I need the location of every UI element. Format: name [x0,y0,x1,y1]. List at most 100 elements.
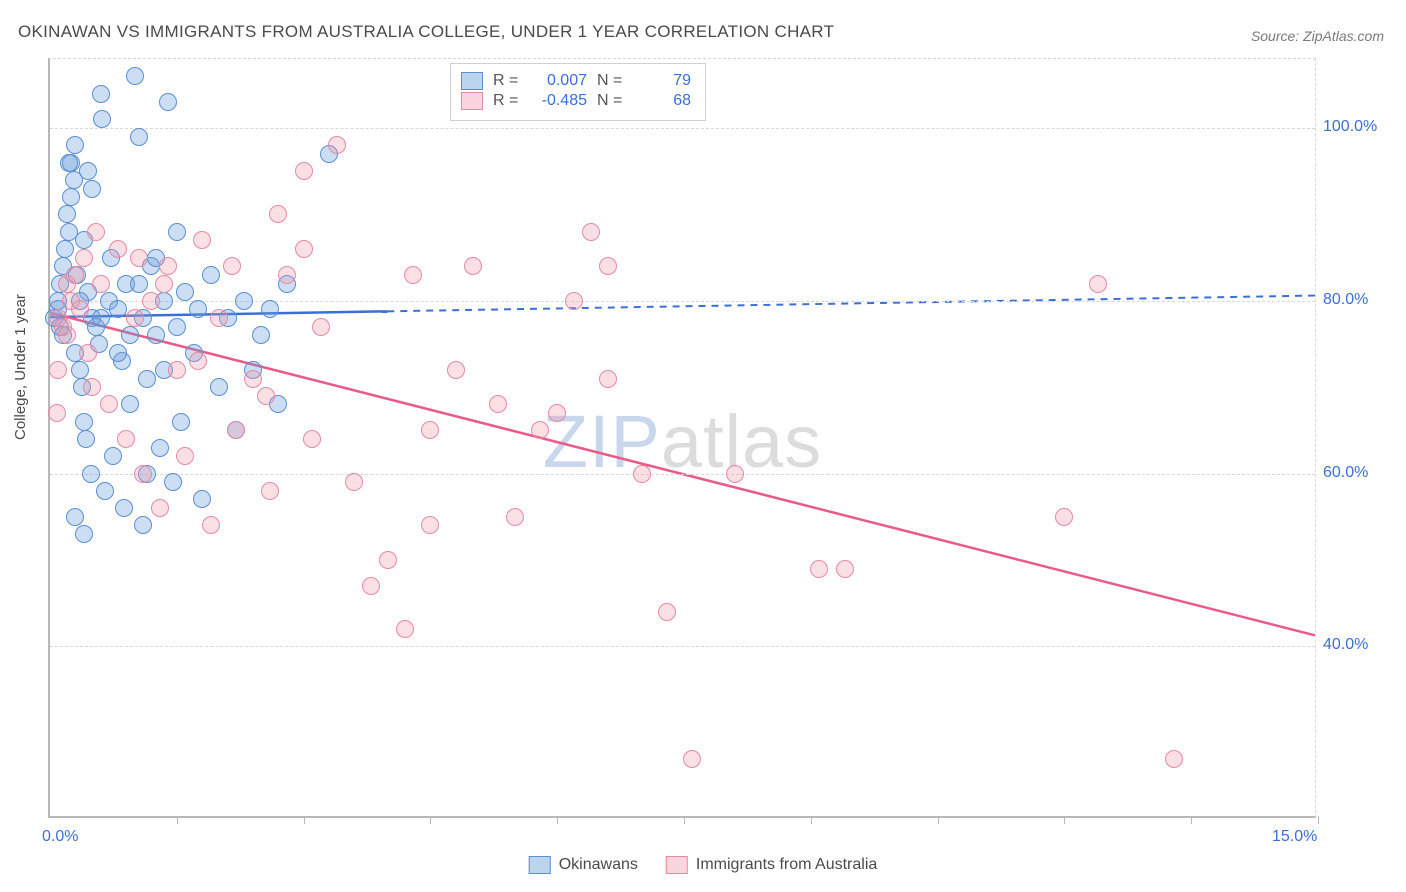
scatter-point [75,249,93,267]
stat-r-value: 0.007 [531,72,587,90]
x-tick [557,816,558,824]
scatter-point [210,309,228,327]
scatter-point [548,404,566,422]
gridline-horizontal [50,128,1315,129]
plot-area: ZIPatlas R = 0.007 N = 79 R = -0.485 N =… [48,58,1316,818]
scatter-point [362,577,380,595]
scatter-point [48,404,66,422]
scatter-point [582,223,600,241]
swatch-icon [529,856,551,874]
scatter-point [71,300,89,318]
scatter-point [421,516,439,534]
x-tick-label: 15.0% [1272,828,1317,846]
scatter-point [295,240,313,258]
scatter-point [599,370,617,388]
scatter-point [130,128,148,146]
scatter-point [126,67,144,85]
scatter-point [202,516,220,534]
scatter-point [134,516,152,534]
scatter-point [1165,750,1183,768]
scatter-point [58,205,76,223]
x-tick [430,816,431,824]
scatter-point [100,395,118,413]
legend-item-australia: Immigrants from Australia [666,856,877,874]
scatter-point [58,275,76,293]
scatter-point [633,465,651,483]
scatter-point [172,413,190,431]
source-attribution: Source: ZipAtlas.com [1251,28,1384,44]
gridline-horizontal [50,646,1315,647]
scatter-point [159,93,177,111]
stats-legend-box: R = 0.007 N = 79 R = -0.485 N = 68 [450,63,706,121]
swatch-icon [461,72,483,90]
y-axis-label: College, Under 1 year [12,294,29,440]
legend-item-okinawans: Okinawans [529,856,638,874]
bottom-legend: Okinawans Immigrants from Australia [529,856,878,874]
scatter-point [599,257,617,275]
stat-r-label: R = [493,72,521,90]
scatter-point [257,387,275,405]
scatter-point [62,188,80,206]
chart-title: OKINAWAN VS IMMIGRANTS FROM AUSTRALIA CO… [18,22,834,42]
scatter-point [96,482,114,500]
scatter-point [328,136,346,154]
scatter-point [235,292,253,310]
scatter-point [447,361,465,379]
scatter-point [79,344,97,362]
scatter-point [109,240,127,258]
scatter-point [77,430,95,448]
scatter-point [151,439,169,457]
scatter-point [312,318,330,336]
scatter-point [683,750,701,768]
watermark: ZIPatlas [543,399,822,484]
scatter-point [49,361,67,379]
stats-row-australia: R = -0.485 N = 68 [461,92,691,110]
scatter-point [82,465,100,483]
scatter-point [92,309,110,327]
scatter-point [1089,275,1107,293]
stat-r-label: R = [493,92,521,110]
y-tick-label: 40.0% [1323,636,1393,654]
scatter-point [92,275,110,293]
x-tick [1191,816,1192,824]
x-tick-label: 0.0% [42,828,78,846]
scatter-point [66,136,84,154]
stat-r-value: -0.485 [531,92,587,110]
scatter-point [506,508,524,526]
scatter-point [92,85,110,103]
scatter-point [176,447,194,465]
x-tick [938,816,939,824]
scatter-point [134,465,152,483]
scatter-point [104,447,122,465]
scatter-point [56,240,74,258]
scatter-point [93,110,111,128]
swatch-icon [461,92,483,110]
scatter-point [142,292,160,310]
scatter-point [210,378,228,396]
scatter-point [155,275,173,293]
y-tick-label: 100.0% [1323,118,1393,136]
scatter-point [189,352,207,370]
scatter-point [565,292,583,310]
scatter-point [421,421,439,439]
swatch-icon [666,856,688,874]
scatter-point [261,482,279,500]
scatter-point [151,499,169,517]
scatter-point [168,361,186,379]
scatter-point [121,395,139,413]
scatter-point [58,326,76,344]
scatter-point [168,318,186,336]
legend-label: Okinawans [559,856,638,874]
legend-label: Immigrants from Australia [696,856,877,874]
x-tick [304,816,305,824]
stats-row-okinawans: R = 0.007 N = 79 [461,72,691,90]
scatter-point [303,430,321,448]
scatter-point [531,421,549,439]
scatter-point [464,257,482,275]
scatter-point [115,499,133,517]
scatter-point [489,395,507,413]
scatter-point [79,162,97,180]
scatter-point [109,344,127,362]
scatter-point [379,551,397,569]
scatter-point [396,620,414,638]
